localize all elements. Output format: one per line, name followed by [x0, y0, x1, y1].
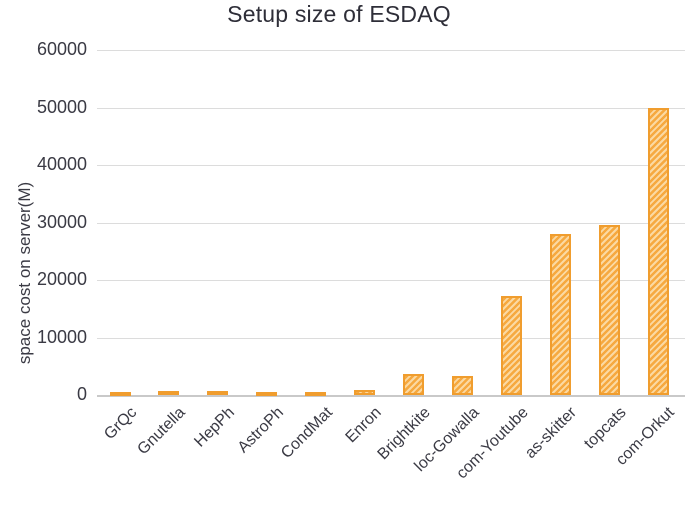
- chart-title: Setup size of ESDAQ: [227, 1, 451, 27]
- x-tick-label: CondMat: [277, 404, 336, 462]
- x-tick-label: Enron: [342, 404, 385, 447]
- bar-loc-gowalla: [451, 376, 473, 395]
- bar-astroph: [256, 392, 278, 396]
- bar-topcats: [598, 225, 620, 395]
- gridline: [97, 223, 685, 224]
- y-tick-label: 30000: [36, 212, 87, 232]
- x-tick-label: as-skitter: [522, 404, 581, 462]
- bar-enron: [354, 390, 376, 395]
- y-tick-label: 10000: [36, 327, 87, 347]
- gridline: [97, 108, 685, 109]
- bar-gnutella: [158, 390, 180, 395]
- y-tick-label: 20000: [36, 269, 87, 289]
- bar-condmat: [305, 392, 327, 396]
- y-tick-label: 0: [76, 384, 87, 404]
- bar-as-skitter: [549, 234, 571, 395]
- y-tick-label: 60000: [36, 39, 87, 59]
- x-tick-label: GrQc: [100, 404, 141, 444]
- bar-com-youtube: [500, 295, 522, 395]
- bar-hepph: [207, 390, 229, 395]
- gridline: [97, 338, 685, 339]
- gridline: [97, 165, 685, 166]
- bar-grqc: [109, 392, 131, 396]
- y-tick-label: 40000: [36, 154, 87, 174]
- bar-com-orkut: [647, 107, 669, 395]
- x-axis-line: [97, 395, 685, 397]
- bar-brightkite: [402, 374, 424, 395]
- x-tick-label: HepPh: [191, 404, 238, 451]
- y-tick-label: 50000: [36, 97, 87, 117]
- gridline: [97, 280, 685, 281]
- x-tick-label: Gnutella: [134, 404, 189, 459]
- gridline: [97, 50, 685, 51]
